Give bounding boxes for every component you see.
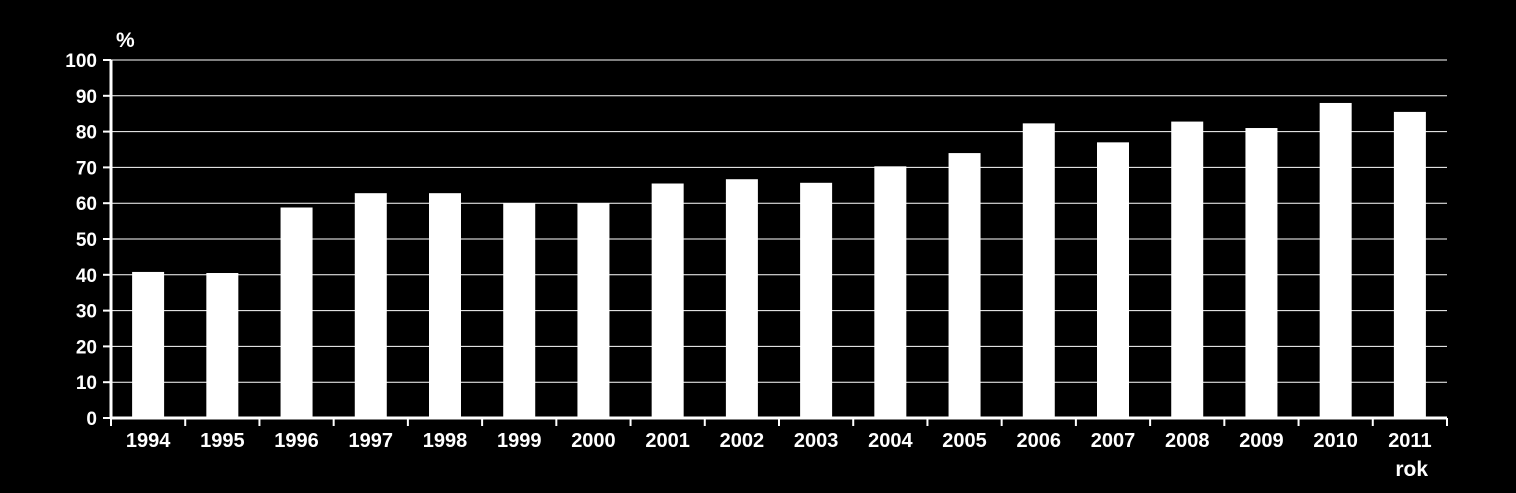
x-axis-label: rok: [1395, 458, 1428, 481]
bar-2011: [1393, 111, 1426, 418]
bar-2001: [651, 183, 684, 418]
x-tick-label: 1999: [497, 430, 542, 452]
bar-1998: [429, 193, 461, 418]
bar-2007: [1097, 142, 1129, 418]
y-tick-label: 20: [76, 337, 97, 358]
bar-2008: [1171, 121, 1204, 419]
bar-1999: [503, 203, 536, 418]
x-tick-label: 2000: [571, 430, 616, 452]
y-tick-label: 70: [76, 158, 97, 179]
x-tick-label: 1998: [423, 430, 468, 452]
x-tick-label: 2005: [942, 430, 987, 452]
x-tick-label: 1994: [126, 430, 171, 452]
y-tick-label: 0: [86, 409, 97, 430]
x-tick-label: 2010: [1313, 430, 1358, 452]
x-tick-label: 2007: [1091, 430, 1136, 452]
tick-labels: 0 10 20 30 40 50 60 70 80 90 100 1994 1995 1996 1997 19…: [65, 51, 1431, 452]
x-tick-label: 2011: [1388, 430, 1431, 452]
bar-2006: [1022, 123, 1055, 418]
y-tick-label: 100: [65, 51, 97, 72]
y-tick-label: 40: [76, 266, 97, 287]
bar-1997: [354, 193, 387, 418]
y-tick-label: 10: [76, 373, 97, 394]
bar-2000: [577, 203, 610, 418]
gridlines: [111, 59, 1447, 383]
bar-2010: [1319, 102, 1352, 419]
axes: [103, 59, 1448, 426]
y-axis-label: %: [116, 29, 135, 52]
y-tick-label: 50: [76, 230, 97, 251]
bar-2009: [1245, 128, 1278, 418]
x-tick-label: 2009: [1239, 430, 1284, 452]
bar-2005: [948, 153, 981, 418]
x-tick-label: 2002: [720, 430, 765, 452]
x-tick-label: 2003: [794, 430, 839, 452]
x-tick-label: 2008: [1165, 430, 1210, 452]
bar-1996: [280, 207, 313, 418]
y-tick-label: 90: [76, 87, 97, 108]
bar-2004: [874, 166, 907, 418]
bar-2003: [800, 182, 833, 418]
x-tick-label: 2004: [868, 430, 913, 452]
y-tick-label: 80: [76, 123, 97, 144]
x-tick-label: 2006: [1017, 430, 1062, 452]
x-tick-label: 1996: [274, 430, 319, 452]
bar-1994: [132, 271, 165, 418]
x-tick-label: 1995: [200, 430, 245, 452]
y-tick-label: 60: [76, 194, 97, 215]
bar-2002: [725, 179, 758, 418]
x-tick-label: 1997: [349, 430, 394, 452]
bar-1995: [206, 273, 239, 418]
x-tick-label: 2001: [645, 430, 690, 452]
y-tick-label: 30: [76, 302, 97, 323]
bars: [132, 102, 1426, 419]
